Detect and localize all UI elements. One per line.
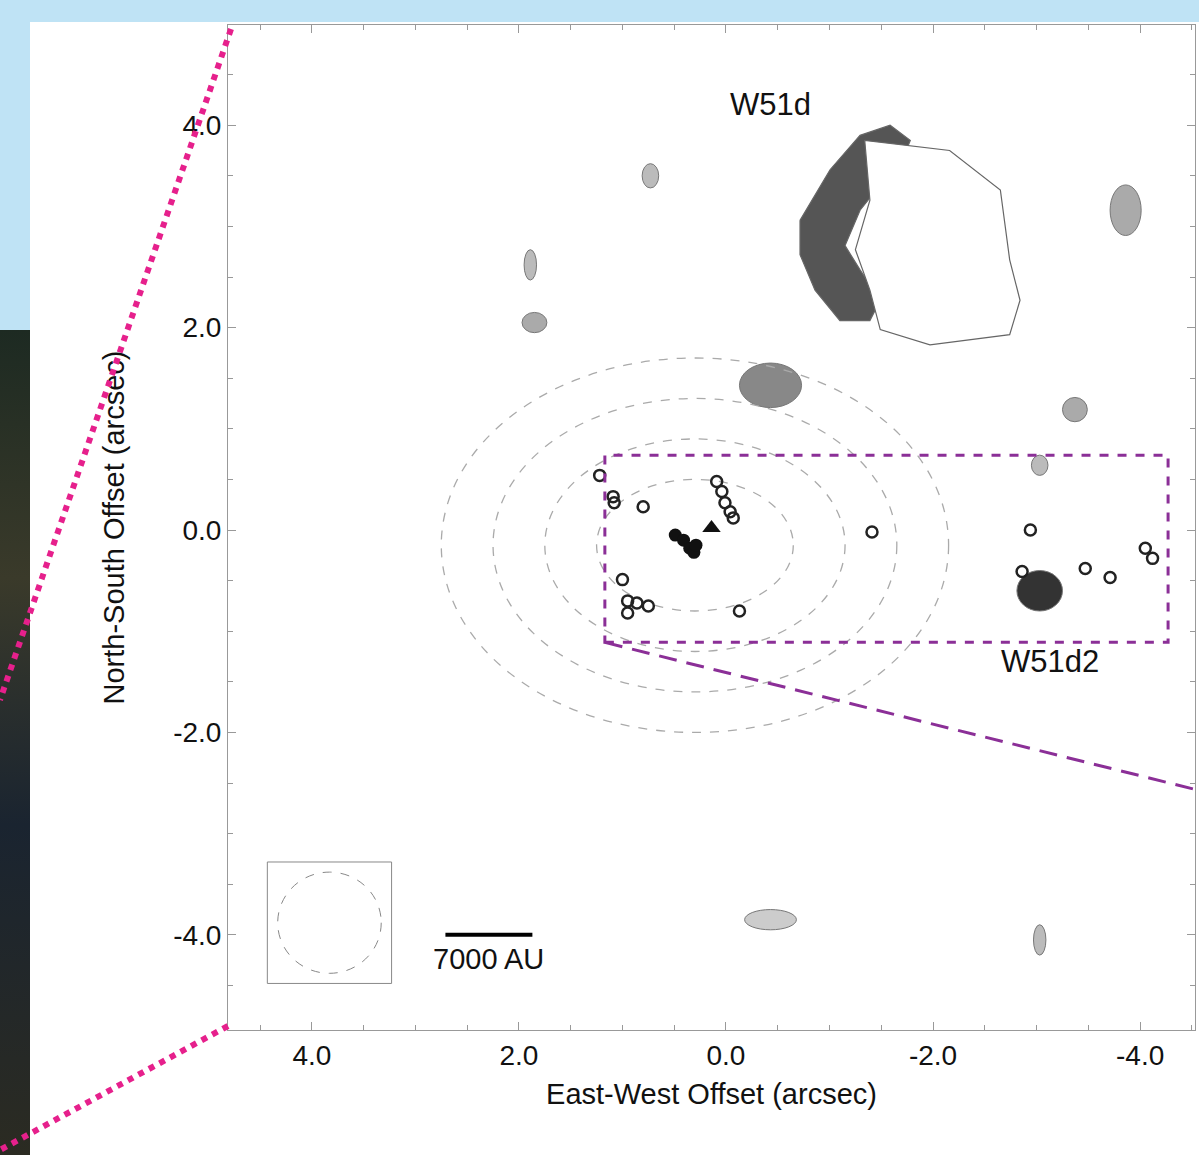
svg-text:2.0: 2.0 [499,1040,538,1071]
svg-text:4.0: 4.0 [182,110,221,141]
svg-text:W51d: W51d [730,87,811,122]
svg-text:4.0: 4.0 [292,1040,331,1071]
svg-text:-4.0: -4.0 [1116,1040,1164,1071]
svg-text:7000 AU: 7000 AU [433,943,544,975]
svg-text:-2.0: -2.0 [909,1040,957,1071]
svg-text:0.0: 0.0 [707,1040,746,1071]
svg-text:0.0: 0.0 [182,515,221,546]
svg-text:2.0: 2.0 [182,312,221,343]
svg-text:-4.0: -4.0 [173,920,221,951]
svg-text:W51d2: W51d2 [1001,644,1099,679]
svg-text:East-West Offset (arcsec): East-West Offset (arcsec) [546,1078,877,1110]
svg-text:-2.0: -2.0 [173,717,221,748]
svg-text:North-South Offset (arcsec): North-South Offset (arcsec) [98,350,130,704]
